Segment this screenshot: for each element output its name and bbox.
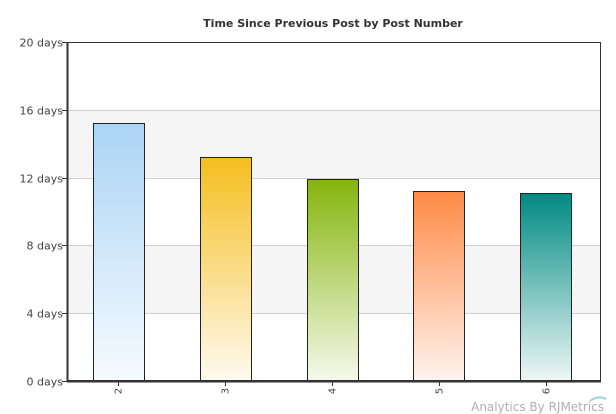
chart-title: Time Since Previous Post by Post Number: [203, 17, 463, 30]
plot-band: [67, 109, 601, 178]
plot-band: [67, 42, 601, 110]
rjmetrics-logo-mark: [589, 396, 607, 402]
swoosh-stroke: [589, 396, 607, 402]
watermark: Analytics By RJMetrics: [471, 400, 604, 414]
x-tick-label: 6: [542, 388, 553, 394]
x-tick-label: 5: [435, 388, 446, 394]
axes: [66, 42, 601, 383]
y-tick-label: 12 days: [20, 173, 64, 186]
x-tick-label: 3: [221, 388, 232, 394]
bars: [93, 123, 572, 382]
bar-4: [307, 179, 359, 382]
y-tick-label: 4 days: [27, 308, 64, 321]
bar-5: [413, 191, 465, 382]
bar-6: [520, 193, 572, 382]
x-tick-label: 4: [328, 388, 339, 394]
y-tick-label: 0 days: [27, 376, 64, 389]
x-axis-ticks: 2 3 4 5 6: [114, 381, 553, 394]
bar-2: [93, 123, 145, 382]
y-axis-ticks: 0 days 4 days 8 days 12 days 16 days 20 days: [20, 37, 67, 389]
y-tick-label: 8 days: [27, 240, 64, 253]
bar-3: [200, 157, 252, 382]
x-tick-label: 2: [114, 388, 125, 394]
y-tick-label: 20 days: [20, 37, 64, 50]
y-tick-label: 16 days: [20, 105, 64, 118]
